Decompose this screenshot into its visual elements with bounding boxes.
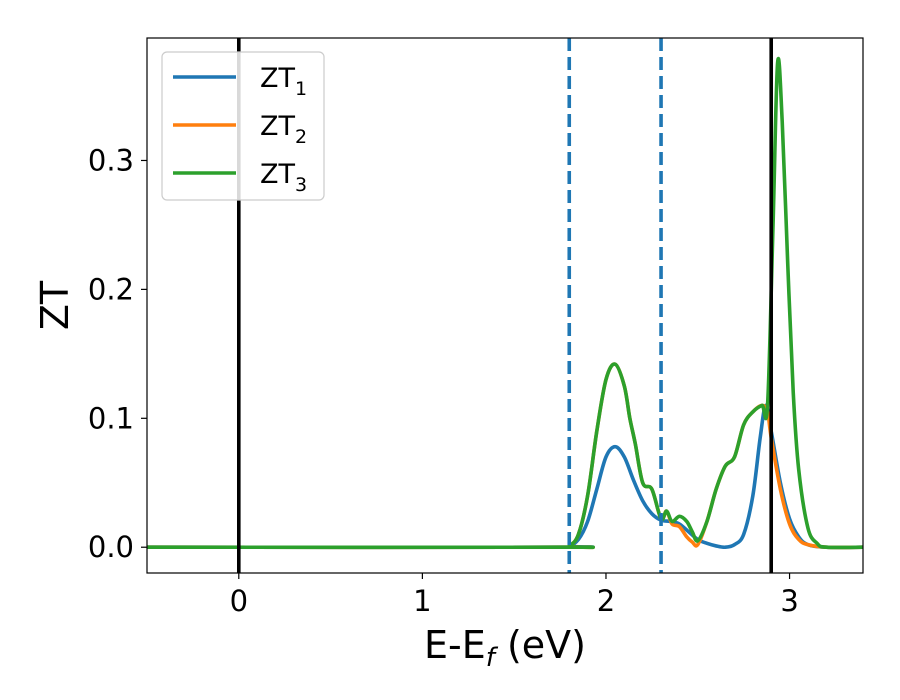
plot-area xyxy=(147,38,863,573)
legend-box xyxy=(161,51,325,201)
y-axis-title: ZT xyxy=(33,280,77,330)
legend: ZT1 ZT2 ZT3 xyxy=(161,51,325,201)
y-tick-label-1: 0.1 xyxy=(88,401,134,435)
legend-label-zt2: ZT2 xyxy=(260,111,307,148)
y-tick-label-2: 0.2 xyxy=(88,272,134,306)
x-tick-label-2: 2 xyxy=(597,584,615,618)
series-line-zt1 xyxy=(147,403,863,550)
plot-frame xyxy=(146,37,864,574)
series-line-zt3 xyxy=(147,57,863,550)
legend-label-zt3: ZT3 xyxy=(260,159,307,196)
x-tick-label-0: 0 xyxy=(230,584,248,618)
x-tick-label-3: 3 xyxy=(780,584,798,618)
series-line-zt2 xyxy=(147,362,863,550)
legend-label-zt1: ZT1 xyxy=(260,63,307,100)
axes: 0 1 2 3 0.0 0.1 0.2 0.3 E-Ef (eV) ZT xyxy=(33,37,864,673)
y-tick-label-3: 0.3 xyxy=(88,143,134,177)
y-tick-label-0: 0.0 xyxy=(88,530,134,564)
plot-clipped xyxy=(147,38,863,573)
x-tick-label-1: 1 xyxy=(413,584,431,618)
x-axis-title: E-Ef (eV) xyxy=(424,623,586,673)
